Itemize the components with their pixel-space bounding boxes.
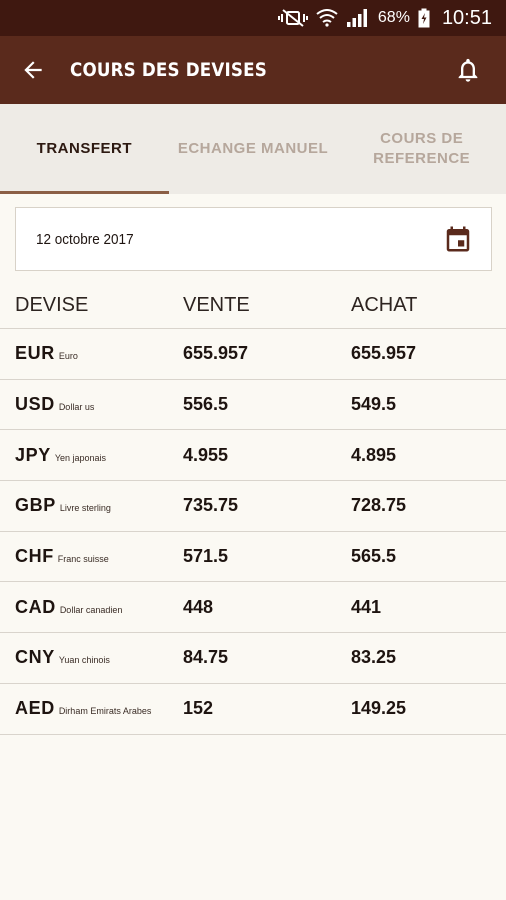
- currency-name: Dollar us: [58, 402, 95, 413]
- tab-bar: TRANSFERT ECHANGE MANUEL COURS DE REFERE…: [0, 104, 506, 194]
- achat-value: 4.895: [351, 444, 397, 465]
- vente-value: 571.5: [183, 546, 229, 567]
- currency-cell: CHF Franc suisse: [0, 546, 183, 567]
- currency-cell: GBP Livre sterling: [0, 495, 183, 516]
- currency-name: Livre sterling: [59, 503, 111, 514]
- notifications-button[interactable]: [450, 52, 486, 88]
- currency-cell: AED Dirham Emirats Arabes: [0, 698, 183, 719]
- currency-name: Yuan chinois: [58, 655, 110, 666]
- date-picker-field[interactable]: 12 octobre 2017: [15, 207, 492, 271]
- wifi-icon: [316, 9, 338, 27]
- currency-code: CHF: [15, 546, 54, 567]
- vente-value: 4.955: [183, 444, 229, 465]
- table-row: CNY Yuan chinois 84.75 83.25: [0, 633, 506, 684]
- currency-cell: JPY Yen japonais: [0, 445, 183, 466]
- vente-value: 448: [183, 596, 214, 617]
- currency-cell: EUR Euro: [0, 343, 183, 364]
- vente-value: 556.5: [183, 394, 229, 415]
- currency-name: Franc suisse: [57, 554, 109, 565]
- currency-cell: USD Dollar us: [0, 394, 183, 415]
- arrow-back-icon: [24, 61, 42, 79]
- signal-icon: [346, 8, 370, 28]
- table-row: JPY Yen japonais 4.955 4.895: [0, 430, 506, 482]
- header-vente: VENTE: [183, 294, 250, 316]
- currency-name: Dirham Emirats Arabes: [58, 706, 152, 717]
- tab-transfert[interactable]: TRANSFERT: [0, 104, 169, 194]
- vente-value: 655.957: [183, 343, 249, 364]
- achat-value: 441: [351, 596, 382, 617]
- bell-icon: [458, 58, 478, 82]
- currency-cell: CNY Yuan chinois: [0, 647, 183, 668]
- table-row: GBP Livre sterling 735.75 728.75: [0, 481, 506, 532]
- achat-value: 549.5: [351, 394, 397, 415]
- currency-code: JPY: [15, 444, 51, 465]
- achat-value: 149.25: [351, 698, 407, 719]
- table-row: CAD Dollar canadien 448 441: [0, 582, 506, 634]
- table-row: EUR Euro 655.957 655.957: [0, 329, 506, 380]
- currency-code: CAD: [15, 596, 56, 617]
- achat-value: 83.25: [351, 647, 397, 668]
- header-devise: DEVISE: [15, 294, 89, 316]
- table-row: USD Dollar us 556.5 549.5: [0, 380, 506, 431]
- mute-vibrate-icon: [277, 9, 308, 27]
- rates-table: DEVISE VENTE ACHAT EUR Euro 655.957 655.9…: [0, 283, 506, 735]
- clock: 10:51: [441, 6, 492, 29]
- currency-code: GBP: [15, 495, 56, 516]
- achat-value: 728.75: [351, 495, 407, 516]
- currency-code: CNY: [15, 647, 55, 668]
- currency-code: AED: [15, 698, 55, 719]
- currency-code: USD: [15, 394, 55, 415]
- back-button[interactable]: [20, 52, 56, 88]
- table-header: DEVISE VENTE ACHAT: [0, 283, 506, 329]
- date-value: 12 octobre 2017: [36, 230, 134, 248]
- currency-name: Dollar canadien: [59, 604, 123, 615]
- app-bar: COURS DES DEVISES: [0, 36, 506, 104]
- vente-value: 84.75: [183, 647, 229, 668]
- currency-cell: CAD Dollar canadien: [0, 597, 183, 618]
- currency-name: Euro: [58, 351, 78, 362]
- page-title: COURS DES DEVISES: [70, 59, 267, 81]
- calendar-icon[interactable]: [443, 224, 473, 254]
- tab-cours-de-reference[interactable]: COURS DE REFERENCE: [373, 130, 471, 167]
- table-row: CHF Franc suisse 571.5 565.5: [0, 532, 506, 583]
- battery-percent: 68%: [377, 9, 410, 26]
- battery-charging-icon: [418, 8, 430, 28]
- tab-echange-manuel[interactable]: ECHANGE MANUEL: [177, 140, 329, 157]
- currency-name: Yen japonais: [54, 452, 107, 463]
- status-bar: 68% 10:51: [0, 0, 506, 36]
- achat-value: 655.957: [351, 343, 417, 364]
- currency-code: EUR: [15, 343, 55, 364]
- vente-value: 152: [183, 698, 214, 719]
- table-row: AED Dirham Emirats Arabes 152 149.25: [0, 684, 506, 735]
- achat-value: 565.5: [351, 546, 397, 567]
- vente-value: 735.75: [183, 495, 239, 516]
- header-achat: ACHAT: [351, 294, 418, 316]
